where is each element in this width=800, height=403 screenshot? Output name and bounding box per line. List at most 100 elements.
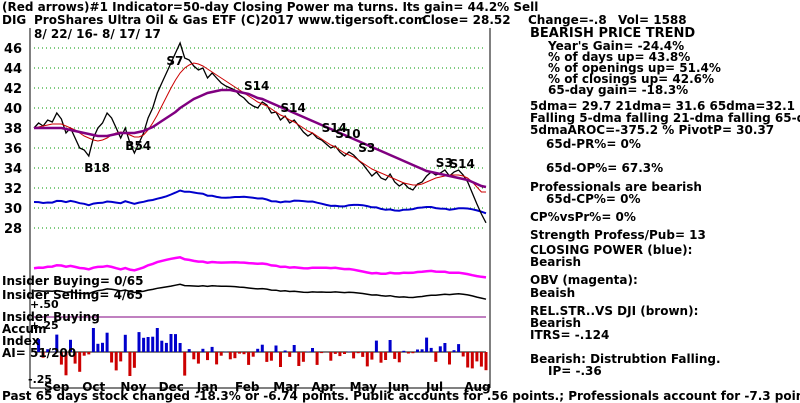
accum-bar [64, 352, 68, 376]
accum-bar [352, 352, 356, 359]
stat-line: 65-day gain= -18.3% [548, 83, 689, 97]
accum-bar [119, 352, 123, 362]
accum-bar [183, 352, 187, 376]
y-tick-label: 36 [4, 142, 22, 157]
accum-bar [457, 344, 461, 352]
obv-line [33, 256, 487, 279]
insider-buying2-label: Insider Buying [2, 310, 100, 324]
accum-bar [128, 352, 132, 376]
accum-bar [333, 352, 337, 354]
stat-line: Year's Gain= -24.4% [548, 39, 685, 53]
accum-bar [242, 352, 246, 355]
accum-bar [406, 352, 410, 354]
accum-bar [215, 352, 219, 365]
obv-label: OBV (magenta): [530, 273, 638, 287]
accum-bar [438, 346, 442, 352]
insider-buying-label: Insider Buying= 0/65 [2, 274, 144, 288]
accum-bar [370, 352, 374, 360]
index-label: Index [2, 334, 40, 348]
accum-bar [228, 352, 232, 360]
insider-selling-label: Insider Selling= 4/65 [2, 288, 143, 302]
accum-bar [452, 350, 456, 352]
accum-bar [233, 352, 237, 359]
header-ticker: DIG [2, 13, 26, 27]
accum-bar [155, 328, 159, 352]
y-tick-label: 40 [4, 102, 22, 117]
obv-value: Beaish [530, 286, 576, 300]
accum-bar [320, 352, 324, 354]
accum-bar [137, 332, 141, 352]
accum-bar [397, 352, 401, 363]
signal-label: S14 [244, 79, 269, 93]
stat-line: % of closings up= 42.6% [548, 72, 715, 86]
month-label: Jun [387, 380, 410, 394]
signal-label: S3 [358, 141, 375, 155]
closing-power-line [33, 189, 487, 215]
strength-line: Strength Profess/Pub= 13 [530, 228, 706, 242]
header-dates: 8/ 22/ 16- 8/ 17/ 17 [34, 27, 161, 41]
aroc-line: 5dmaAROC=-375.2 % PivotP= 30.37 [530, 123, 775, 137]
accum-bar [484, 352, 488, 371]
accum-bar [315, 352, 319, 365]
y-tick-label: 32 [4, 182, 22, 197]
accum-bar [110, 352, 114, 363]
accum-bar [55, 334, 59, 352]
accum-bar [101, 342, 104, 352]
accum-bar [91, 328, 95, 352]
op-line: 65d-OP%= 67.3% [546, 161, 664, 175]
accum-bar [338, 352, 342, 357]
accum-bar [187, 349, 191, 352]
accum-bar [178, 343, 182, 352]
bearish-line: Bearish: Distrubtion Falling. [530, 352, 721, 366]
accum-bar [269, 352, 273, 361]
signal-label: B18 [84, 161, 110, 175]
header-change: Change=-.8 [528, 13, 607, 27]
accum-bar [132, 352, 136, 368]
signal-label: S3 [436, 156, 453, 170]
y-tick-label: 46 [4, 42, 22, 57]
month-label: Mar [273, 380, 299, 394]
ai-label: AI= 51/200 [2, 346, 76, 360]
accum-bar [142, 337, 146, 352]
month-label: Dec [159, 380, 184, 394]
cp-line: 65d-CP%= 0% [546, 192, 641, 206]
relstr-line [33, 283, 487, 300]
accum-bar [379, 352, 383, 363]
accum-bar [279, 352, 282, 367]
accum-bar [374, 340, 378, 352]
accum-bar [201, 348, 205, 352]
accum-bar [260, 344, 264, 352]
accum-bar [174, 334, 177, 352]
accum-bar [251, 352, 255, 357]
accum-bar [160, 340, 164, 352]
accum-bar [256, 348, 260, 352]
accum-bar [146, 337, 150, 352]
minus25-label: -.25 [28, 373, 52, 386]
grid-layer [34, 47, 486, 229]
y-tick-label: 38 [4, 122, 22, 137]
header-line1: (Red arrows)#1 Indicator=50-day Closing … [2, 0, 538, 14]
month-label: Nov [120, 380, 146, 394]
accum-bar [46, 349, 50, 352]
accum-bar [343, 352, 346, 354]
ma-line: 5dma= 29.7 21dma= 31.6 65dma=32.1 [530, 99, 796, 113]
signal-label: S14 [450, 157, 475, 171]
accum-bar [448, 352, 451, 365]
month-label: Aug [464, 380, 490, 394]
header-close: Close= 28.52 [422, 13, 511, 27]
accum-label: Accum [2, 322, 47, 336]
accum-bar [59, 352, 63, 365]
accum-bar [475, 352, 479, 362]
signal-label: B54 [125, 139, 151, 153]
cpvspr-line: CP%vsPr%= 0% [530, 210, 636, 224]
pr-line: 65d-PR%= 0% [546, 137, 641, 151]
accum-bar [479, 352, 483, 367]
plus50-label: +.50 [30, 298, 59, 311]
accum-bar [288, 352, 292, 357]
month-label: Oct [82, 380, 105, 394]
accum-bar [82, 352, 86, 356]
footer-text: Past 65 days stock changed -18.3% or -6.… [2, 389, 800, 403]
y-tick-label: 44 [4, 62, 22, 77]
